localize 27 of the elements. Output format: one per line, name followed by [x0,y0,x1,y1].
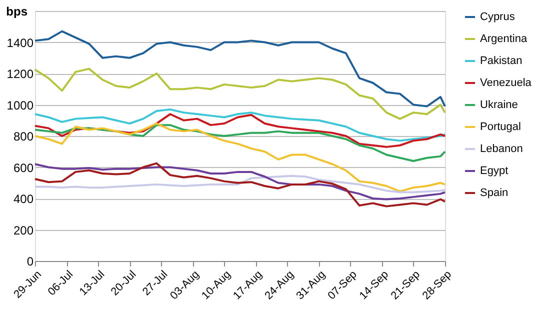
line-series [34,162,446,208]
y-tick-label: 400 [13,192,34,206]
legend-label: Pakistan [480,55,522,67]
y-tick-label: 600 [13,160,34,175]
line-series [34,124,446,162]
line-series [34,108,446,142]
legend-label: Spain [480,187,508,199]
line-series [34,113,446,148]
y-tick-label: 1000 [6,98,34,112]
legend-label: Egypt [480,165,508,177]
line-series [34,30,446,108]
legend-label: Argentina [480,33,528,45]
line-series [34,68,446,120]
legend-label: Cyprus [480,11,516,23]
line-series [34,163,446,200]
legend-label: Ukraine [480,99,518,111]
legend-label: Lebanon [480,143,523,155]
y-tick-label: 200 [13,223,34,238]
y-axis-title: bps [6,4,28,18]
legend-label: Portugal [480,121,521,133]
y-tick-label: 1200 [6,67,34,81]
y-tick-label: 800 [13,130,34,144]
line-series [34,174,446,194]
line-series [34,122,446,192]
y-tick-label: 1400 [6,36,34,50]
legend-label: Venezuela [480,77,532,89]
y-tick-label: 0 [26,254,34,268]
